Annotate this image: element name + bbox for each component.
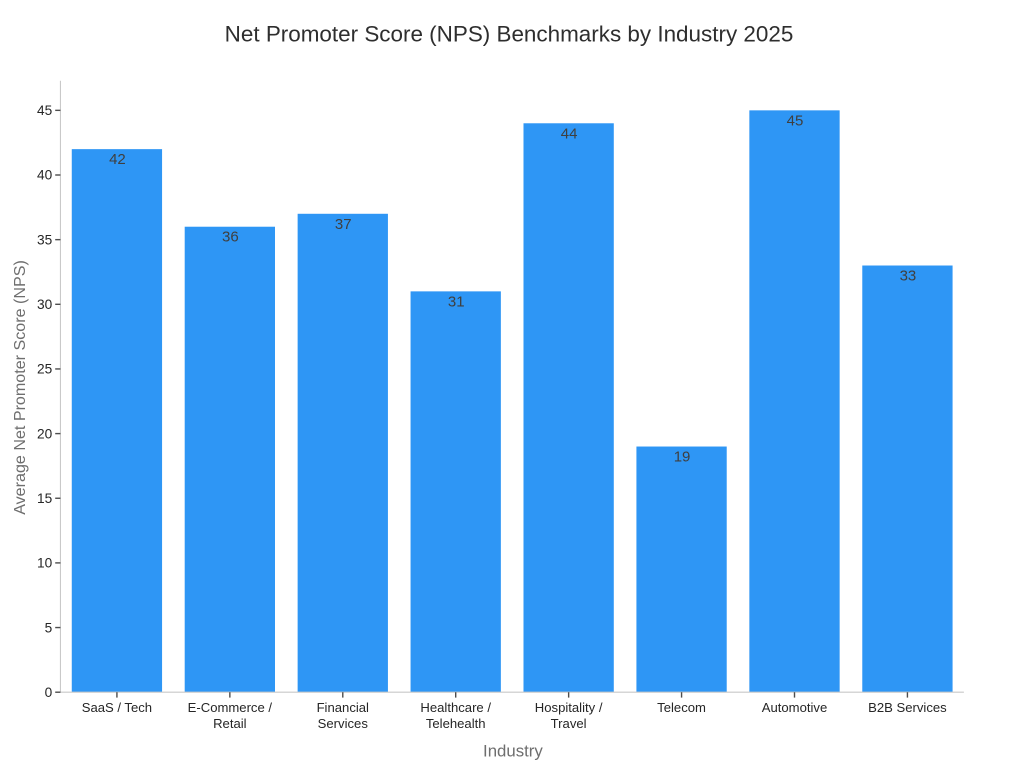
svg-text:Telehealth: Telehealth (426, 716, 486, 731)
svg-text:Industry: Industry (483, 742, 543, 761)
svg-text:E-Commerce /: E-Commerce / (188, 700, 273, 715)
svg-text:Automotive: Automotive (762, 700, 828, 715)
svg-text:Hospitality /: Hospitality / (535, 700, 603, 715)
svg-text:44: 44 (561, 125, 578, 142)
svg-text:B2B Services: B2B Services (868, 700, 947, 715)
svg-text:Travel: Travel (551, 716, 587, 731)
svg-text:45: 45 (37, 103, 53, 118)
svg-text:42: 42 (109, 151, 126, 168)
svg-text:30: 30 (37, 297, 53, 312)
svg-text:37: 37 (335, 216, 352, 233)
svg-text:Healthcare /: Healthcare / (420, 700, 491, 715)
svg-text:Services: Services (318, 716, 369, 731)
svg-text:19: 19 (674, 449, 691, 466)
svg-text:0: 0 (45, 685, 53, 700)
svg-text:Net Promoter Score (NPS) Bench: Net Promoter Score (NPS) Benchmarks by I… (225, 22, 794, 47)
svg-text:25: 25 (37, 362, 53, 377)
svg-text:Retail: Retail (213, 716, 247, 731)
svg-text:33: 33 (900, 268, 917, 285)
svg-text:31: 31 (448, 293, 465, 310)
svg-text:Telecom: Telecom (657, 700, 706, 715)
svg-text:15: 15 (37, 491, 53, 506)
svg-text:10: 10 (37, 556, 53, 571)
svg-text:Average Net Promoter Score (NP: Average Net Promoter Score (NPS) (11, 260, 29, 515)
svg-text:36: 36 (222, 229, 239, 246)
svg-text:Financial: Financial (317, 700, 369, 715)
svg-text:35: 35 (37, 232, 53, 247)
svg-text:5: 5 (45, 620, 53, 635)
svg-text:45: 45 (787, 112, 804, 129)
svg-text:SaaS / Tech: SaaS / Tech (82, 700, 152, 715)
svg-text:20: 20 (37, 426, 53, 441)
svg-text:40: 40 (37, 168, 53, 183)
